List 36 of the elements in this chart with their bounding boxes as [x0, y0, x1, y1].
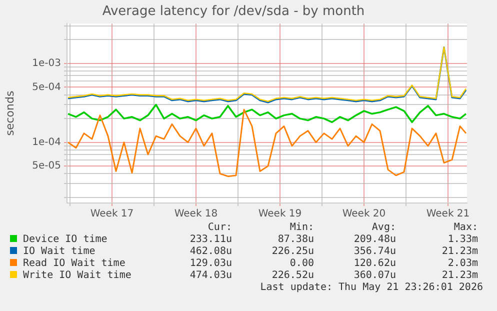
- text: Cur:: [206, 222, 232, 234]
- text: 226.25u: [270, 246, 314, 258]
- text: 0.00: [288, 258, 314, 270]
- x-tick-label: Week 20: [342, 208, 386, 220]
- text: Last update: Thu May 21 23:26:01 2026: [259, 282, 483, 294]
- text: 209.48u: [352, 234, 396, 246]
- text: 129.03u: [188, 258, 232, 270]
- text: 2.03m: [446, 258, 478, 270]
- legend-label: IO Wait time: [22, 246, 96, 258]
- text: 1.33m: [446, 234, 478, 246]
- text: 87.38u: [276, 234, 314, 246]
- x-tick-label: Week 21: [426, 208, 470, 220]
- y-tick-label: 5e-04: [32, 82, 61, 93]
- legend-label: Read IO Wait time: [22, 258, 126, 270]
- y-tick-label: 1e-04: [32, 136, 61, 148]
- legend-label: Write IO Wait time: [22, 270, 132, 282]
- text: 21.23m: [440, 246, 478, 258]
- x-tick-label: Week 18: [174, 208, 218, 220]
- chart-title: Average latency for /dev/sda - by month: [102, 4, 365, 20]
- text: 356.74u: [352, 246, 396, 258]
- text: Min:: [288, 222, 314, 234]
- x-tick-label: Week 17: [90, 208, 134, 220]
- legend-label: Device IO time: [22, 234, 108, 246]
- text: 226.52u: [270, 270, 314, 282]
- text: 462.08u: [188, 246, 232, 258]
- text: Max:: [452, 222, 478, 234]
- text: 360.07u: [352, 270, 396, 282]
- text: 120.62u: [352, 258, 396, 270]
- text: 21.23m: [440, 270, 478, 282]
- y-tick-label: 5e-05: [32, 160, 61, 172]
- text: 474.03u: [188, 270, 232, 282]
- x-tick-label: Week 19: [258, 208, 302, 220]
- text: 233.11u: [188, 234, 232, 246]
- text: Avg:: [370, 222, 396, 234]
- y-tick-label: 1e-03: [32, 58, 61, 70]
- y-axis-title: seconds: [3, 90, 16, 136]
